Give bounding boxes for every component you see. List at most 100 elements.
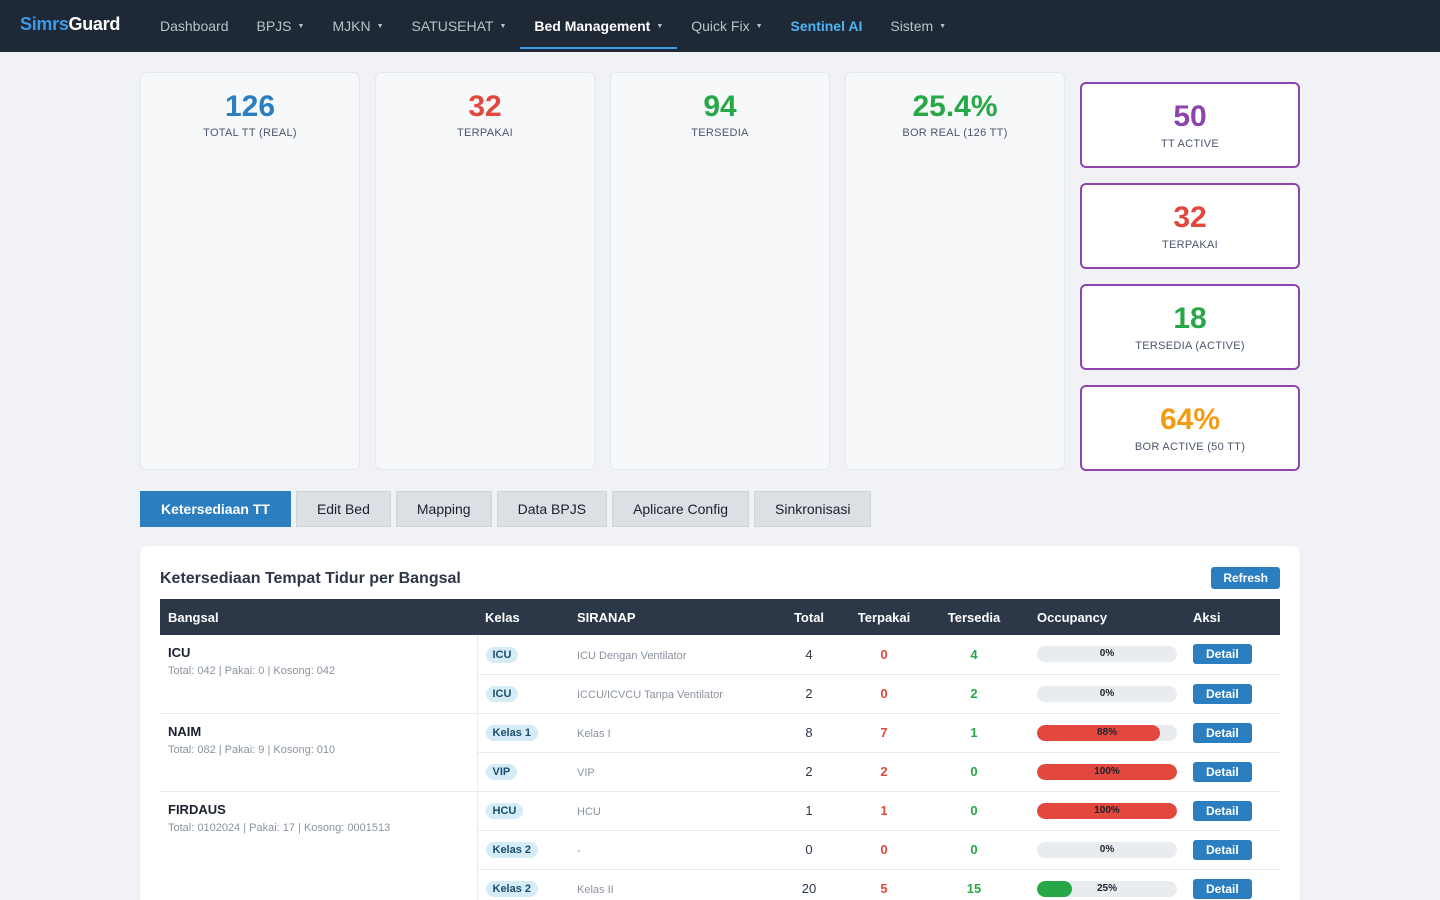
brand-part1: Simrs (20, 14, 69, 34)
kelas-cell: ICU (477, 674, 569, 714)
stat-value: 94 (703, 90, 737, 123)
tab-sinkronisasi[interactable]: Sinkronisasi (754, 491, 872, 527)
occupancy-label: 0% (1099, 687, 1115, 699)
tab-aplicare-config[interactable]: Aplicare Config (612, 491, 749, 527)
column-header: Bangsal (168, 609, 219, 625)
tersedia-cell: 2 (919, 674, 1029, 714)
occupancy-bar: 0% (1037, 646, 1177, 663)
table-row: Kelas 2 Kelas II 20 5 15 25% Detail (160, 869, 1280, 900)
table-row: Kelas 2-0 0 0 0% Detail (160, 830, 1280, 870)
caret-down-icon: ▼ (755, 22, 763, 30)
terpakai-cell: 0 (849, 830, 919, 870)
nav-item-bpjs[interactable]: BPJS ▼ (243, 0, 319, 52)
nav-item-satusehat[interactable]: SATUSEHAT ▼ (398, 0, 521, 52)
nav-item-label: Bed Management (534, 18, 651, 34)
nav-menu: Dashboard BPJS ▼ MJKN ▼ SATUSEHAT ▼ Bed Managem… (146, 0, 960, 52)
occupancy-label: 100% (1094, 765, 1120, 777)
top-navbar: SimrsGuard Dashboard BPJS ▼ MJKN ▼ SATUSEHAT ▼… (0, 0, 1440, 52)
stat-card: 94 TERSEDIA (610, 72, 830, 470)
occupancy-fill (1037, 724, 1161, 741)
table-row: ICU ICCU/ICVCU Tanpa Ventilator 2 0 2 0% Detai… (160, 674, 1280, 714)
column-header: Occupancy (1037, 609, 1108, 625)
ward-name: NAIM (168, 723, 202, 739)
siranap-cell: VIP (569, 752, 769, 792)
nav-item-label: Sentinel AI (790, 18, 863, 34)
stat-label: TERPAKAI (457, 127, 513, 139)
nav-item-sentinel-ai[interactable]: Sentinel AI (777, 0, 877, 52)
nav-item-label: MJKN (332, 18, 371, 34)
nav-item-label: BPJS (256, 18, 292, 34)
panel-title: Ketersediaan Tempat Tidur per Bangsal (160, 570, 461, 587)
table-row: FIRDAUS Total: 0102024 | Pakai: 17 | Koso… (160, 791, 1280, 900)
total-cell: 1 (769, 791, 849, 831)
occupancy-cell: 25% (1029, 869, 1185, 900)
stat-label: BOR REAL (126 TT) (902, 127, 1008, 139)
detail-button[interactable]: Detail (1193, 800, 1252, 821)
occupancy-bar: 0% (1037, 841, 1177, 858)
kelas-badge: Kelas 2 (485, 881, 539, 897)
total-cell: 4 (769, 635, 849, 675)
kelas-badge: HCU (485, 803, 524, 819)
occupancy-label: 25% (1096, 882, 1117, 894)
nav-item-label: Quick Fix (691, 18, 750, 34)
occupancy-bar: 100% (1037, 763, 1177, 780)
kelas-cell: HCU (477, 791, 569, 831)
refresh-button[interactable]: Refresh (1211, 567, 1280, 589)
stat-label: TERSEDIA (ACTIVE) (1135, 340, 1245, 352)
kelas-cell: ICU (477, 635, 569, 675)
table-header-row: Bangsal Kelas SIRANAP Total Terpakai Tersedia… (160, 599, 1280, 635)
tab-ketersediaan-tt[interactable]: Ketersediaan TT (140, 491, 291, 527)
side-stat-card: 32 TERPAKAI (1080, 183, 1300, 269)
occupancy-cell: 100% (1029, 791, 1185, 831)
occupancy-label: 0% (1099, 843, 1115, 855)
action-cell: Detail (1185, 830, 1280, 870)
caret-down-icon: ▼ (376, 22, 384, 30)
kelas-cell: Kelas 2 (477, 869, 569, 900)
siranap-label: - (577, 845, 581, 857)
column-header: Terpakai (857, 609, 911, 625)
stat-label: TERSEDIA (691, 127, 749, 139)
column-header: Aksi (1193, 609, 1221, 625)
stat-value: 32 (1173, 201, 1207, 234)
nav-item-dashboard[interactable]: Dashboard (146, 0, 243, 52)
detail-button[interactable]: Detail (1193, 683, 1252, 704)
stat-value: 50 (1173, 100, 1207, 133)
ward-cell: NAIM Total: 082 | Pakai: 9 | Kosong: 010 (160, 713, 478, 792)
terpakai-cell: 5 (849, 869, 919, 900)
kelas-badge: Kelas 2 (485, 842, 539, 858)
side-stat-card: 64% BOR ACTIVE (50 TT) (1080, 385, 1300, 471)
total-cell: 2 (769, 752, 849, 792)
table-row: VIP VIP 2 2 0 100% Detail (160, 752, 1280, 792)
detail-button[interactable]: Detail (1193, 839, 1252, 860)
kelas-badge: VIP (485, 764, 518, 780)
siranap-label: Kelas II (577, 884, 614, 896)
siranap-label: Kelas I (577, 728, 611, 740)
caret-down-icon: ▼ (656, 22, 664, 30)
tab-edit-bed[interactable]: Edit Bed (295, 491, 391, 527)
occupancy-label: 100% (1094, 804, 1120, 816)
table-row: NAIM Total: 082 | Pakai: 9 | Kosong: 010 K… (160, 713, 1280, 792)
terpakai-cell: 7 (849, 713, 919, 753)
tab-mapping[interactable]: Mapping (395, 491, 492, 527)
detail-button[interactable]: Detail (1193, 644, 1252, 665)
occupancy-bar: 25% (1037, 880, 1177, 897)
detail-button[interactable]: Detail (1193, 761, 1252, 782)
nav-item-sistem[interactable]: Sistem ▼ (876, 0, 960, 52)
siranap-label: ICCU/ICVCU Tanpa Ventilator (577, 689, 723, 701)
action-cell: Detail (1185, 752, 1280, 792)
total-cell: 0 (769, 830, 849, 870)
nav-item-bed-management[interactable]: Bed Management ▼ (520, 0, 678, 52)
brand-logo[interactable]: SimrsGuard (20, 14, 120, 35)
ward-summary: Total: 082 | Pakai: 9 | Kosong: 010 (168, 743, 336, 756)
detail-button[interactable]: Detail (1193, 878, 1252, 899)
occupancy-cell: 88% (1029, 713, 1185, 753)
nav-item-quick-fix[interactable]: Quick Fix ▼ (677, 0, 776, 52)
caret-down-icon: ▼ (939, 22, 947, 30)
tab-data-bpjs[interactable]: Data BPJS (496, 491, 608, 527)
detail-button[interactable]: Detail (1193, 722, 1252, 743)
nav-item-label: Sistem (890, 18, 934, 34)
bed-tabs: Ketersediaan TT Edit Bed Mapping Data BPJS A… (140, 491, 872, 527)
stat-value: 32 (468, 90, 502, 123)
nav-item-mjkn[interactable]: MJKN ▼ (318, 0, 397, 52)
column-header: SIRANAP (577, 609, 636, 625)
